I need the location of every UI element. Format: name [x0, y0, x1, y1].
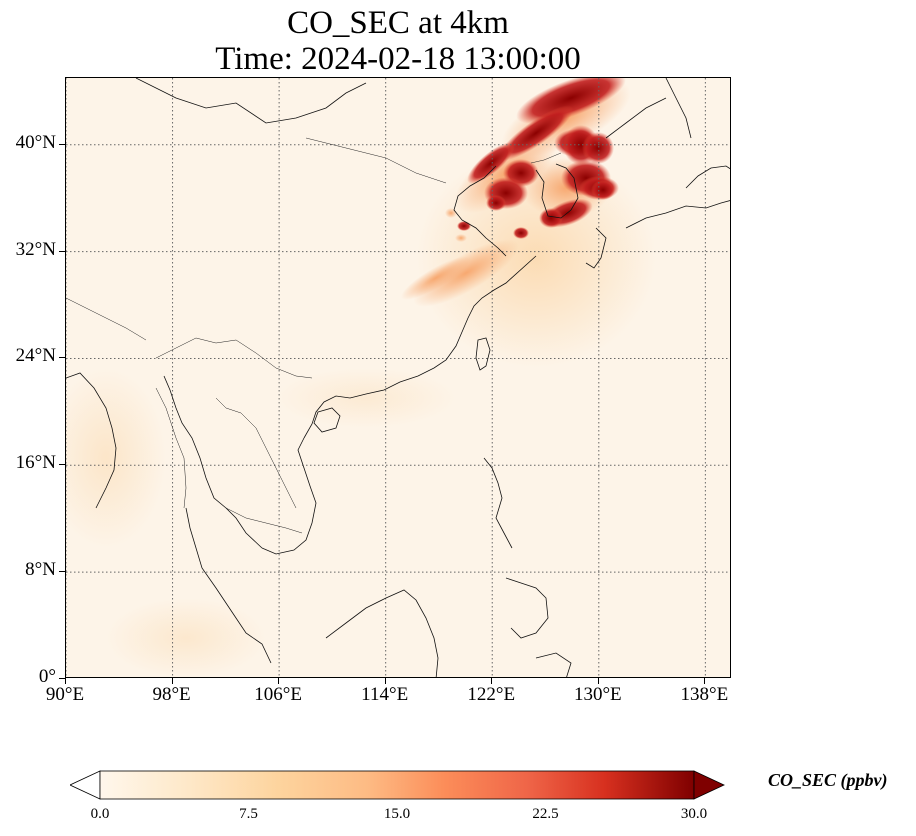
lon-tick-mark [278, 678, 280, 684]
border-myanmar-thai [155, 387, 187, 509]
coastline-taiwan [475, 337, 491, 371]
lat-tick-label: 32°N [15, 238, 56, 260]
title-line-1: CO_SEC at 4km [287, 5, 509, 41]
coastline-hokkaido [685, 165, 730, 189]
lon-tick-mark [384, 678, 386, 684]
coastline-luzon [483, 457, 513, 549]
lat-tick-mark [59, 357, 65, 359]
coastlines [66, 78, 730, 677]
coastline-thailand [163, 375, 263, 549]
colorbar-tick-label: 22.5 [532, 806, 559, 822]
coastline-hainan [313, 407, 341, 433]
colorbar-tick-label: 30.0 [680, 806, 708, 822]
border-china-south [155, 337, 313, 379]
coastline-japan-kyushu [585, 227, 607, 269]
lat-tick-mark [59, 464, 65, 466]
border-laos [215, 397, 297, 509]
lat-tick-label: 40°N [15, 131, 56, 153]
lat-tick-mark [59, 143, 65, 145]
lon-tick-label: 98°E [152, 684, 191, 705]
border-nkorea [530, 152, 562, 164]
lat-tick-label: 16°N [15, 452, 56, 474]
border-cambodia [225, 507, 303, 534]
lon-tick-label: 130°E [573, 684, 622, 705]
colorbar-label: CO_SEC (ppbv) [768, 770, 888, 790]
map-gridlines [66, 78, 730, 677]
lat-tick-label: 8°N [25, 559, 56, 581]
lon-tick-label: 90°E [45, 684, 85, 705]
map-panel[interactable] [65, 77, 731, 678]
colorbar-tick-label: 7.5 [239, 806, 258, 822]
lat-tick-label: 24°N [15, 345, 56, 367]
coastline-china-korea [303, 255, 537, 439]
border-mongolia [305, 137, 447, 184]
coastline-russia-east [605, 97, 667, 139]
coastline-borneo [325, 589, 439, 677]
coastline-korea [535, 163, 579, 219]
coastline-bohai [453, 165, 507, 257]
lat-tick-mark [59, 678, 65, 679]
coastline-japan-main [625, 200, 730, 229]
lon-tick-label: 114°E [361, 684, 409, 705]
lat-tick-mark [59, 250, 65, 252]
coastline-sakhalin [665, 78, 692, 139]
concentration-field [66, 78, 656, 677]
lon-tick-mark [171, 678, 173, 684]
colorbar-extend-high [693, 770, 725, 800]
coastline-mindanao [505, 577, 549, 639]
coastline-malay [185, 507, 272, 664]
title-line-2: Time: 2024-02-18 13:00:00 [215, 41, 581, 77]
lon-tick-mark [491, 678, 493, 684]
colorbar-tick-label: 0.0 [90, 806, 110, 822]
lon-tick-label: 138°E [680, 684, 729, 705]
lon-tick-mark [65, 678, 66, 684]
lat-tick-label: 0° [38, 666, 56, 687]
lon-tick-mark [704, 678, 706, 684]
coastline-myanmar [66, 372, 117, 509]
country-borders [66, 137, 562, 534]
lon-tick-label: 122°E [467, 684, 516, 705]
lon-tick-mark [597, 678, 599, 684]
coastline-north [135, 78, 367, 124]
coastline-sulawesi [535, 652, 572, 677]
lon-tick-label: 106°E [254, 684, 302, 705]
border-india [66, 297, 147, 341]
colorbar-gradient [99, 770, 695, 800]
colorbar [70, 770, 725, 800]
map-canvas [66, 78, 730, 677]
lat-tick-mark [59, 571, 65, 573]
colorbar-tick-label: 15.0 [383, 806, 411, 822]
coastline-vietnam [261, 437, 317, 555]
colorbar-extend-low [70, 770, 101, 800]
